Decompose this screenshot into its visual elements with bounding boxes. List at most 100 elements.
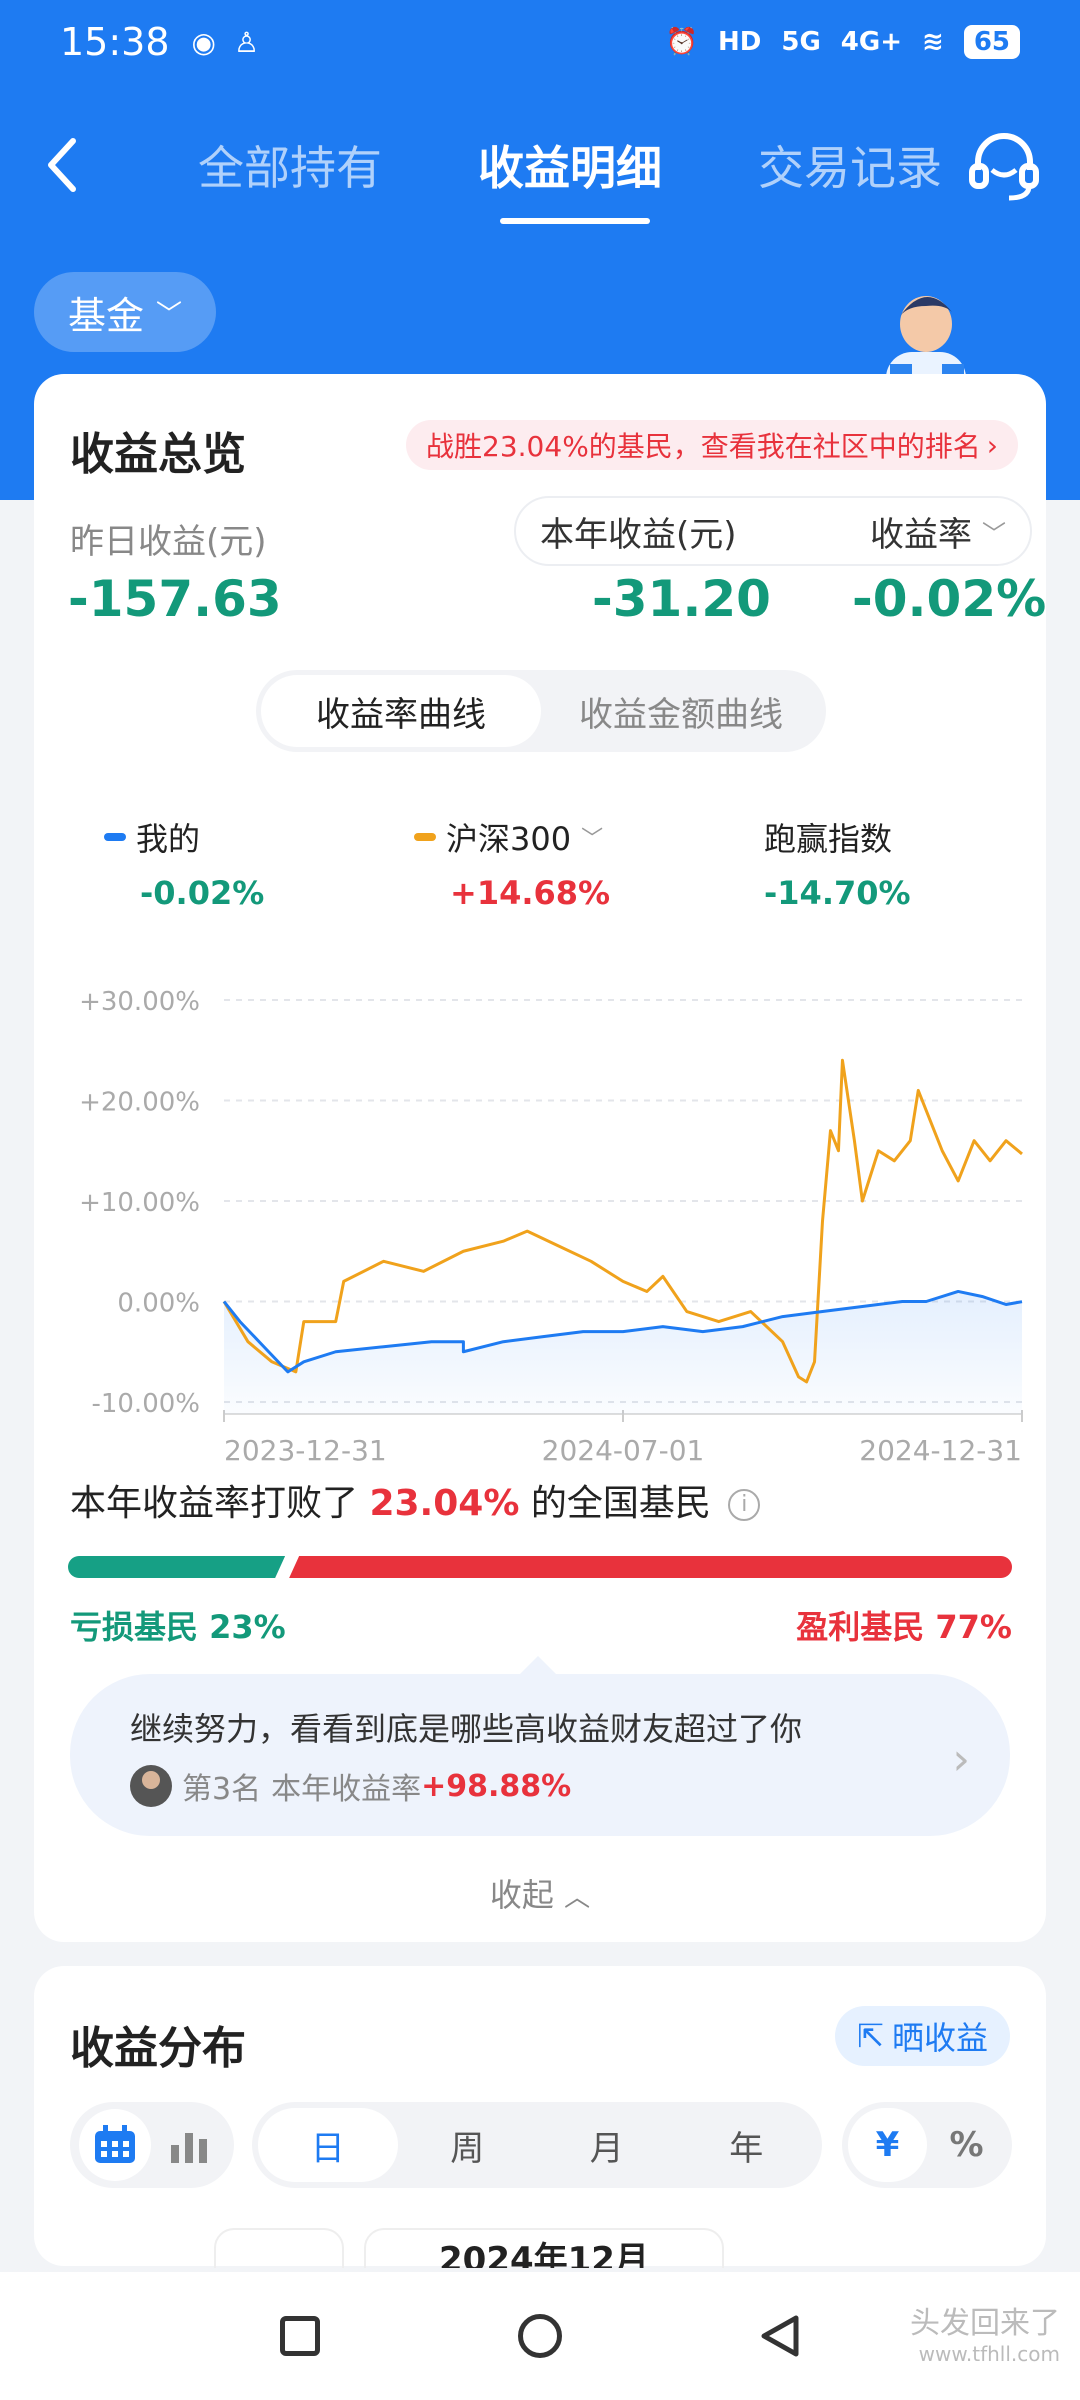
battery-icon: 65 xyxy=(963,25,1020,59)
loss-label: 亏损基民 23% xyxy=(70,1608,286,1646)
legend-csi300[interactable]: 沪深300 ﹀ +14.68% xyxy=(414,814,610,912)
legend-label: 我的 xyxy=(136,820,201,858)
win-bar-segment xyxy=(289,1556,1012,1578)
back-triangle-icon[interactable] xyxy=(756,2312,804,2360)
y-tick-label: 0.00% xyxy=(117,1289,200,1319)
earnings-distribution-card: 收益分布 ⇱ 晒收益 日 周 月 年 ¥ % 2024年12月 xyxy=(34,1966,1046,2268)
unit-toggle: ¥ % xyxy=(842,2102,1012,2188)
status-bar: 15:38 ◉ ♙ ⏰ HD 5G 4G+ ≋ 65 xyxy=(0,0,1080,84)
overview-title: 收益总览 xyxy=(70,429,246,480)
leaderboard-promo[interactable]: 继续努力，看看到底是哪些高收益财友超过了你 第3名 本年收益率 +98.88% › xyxy=(70,1656,1010,1836)
y-tick-label: +10.00% xyxy=(79,1188,200,1218)
rate-value: -0.02% xyxy=(852,570,1047,628)
month-selector: 2024年12月 xyxy=(214,2228,774,2268)
year-earnings-value: -31.20 xyxy=(592,570,771,628)
chevron-down-icon: ﹀ xyxy=(156,299,183,330)
home-icon[interactable] xyxy=(518,2314,562,2358)
collapse-button[interactable]: 收起 ︿ xyxy=(34,1870,1046,1916)
promo-rank: 第3名 xyxy=(182,1772,262,1807)
legend-value: -0.02% xyxy=(140,874,265,912)
fund-filter-dropdown[interactable]: 基金 ﹀ xyxy=(34,272,217,352)
legend-label: 沪深300 xyxy=(446,820,572,858)
beat-prefix: 本年收益率打败了 xyxy=(70,1483,370,1524)
rank-text: 战胜23.04%的基民，查看我在社区中的排名 xyxy=(426,430,981,463)
calendar-view-button[interactable] xyxy=(79,2109,151,2181)
beat-percent: 23.04% xyxy=(369,1483,520,1524)
tab-transactions[interactable]: 交易记录 xyxy=(758,141,942,195)
loss-bar-segment xyxy=(68,1556,285,1578)
bar-chart-icon xyxy=(171,2133,207,2163)
tab-amount-curve[interactable]: 收益金额曲线 xyxy=(579,694,783,735)
tab-all-holdings[interactable]: 全部持有 xyxy=(198,141,382,195)
legend-value: -14.70% xyxy=(764,874,911,912)
chevron-right-icon: › xyxy=(952,1734,970,1785)
curve-type-toggle: 收益率曲线 收益金额曲线 xyxy=(256,670,826,752)
period-toggle: 日 周 月 年 xyxy=(252,2102,822,2188)
series-area-mine xyxy=(224,1291,1022,1414)
x-tick-label: 2023-12-31 xyxy=(224,1434,387,1467)
avatar xyxy=(130,1765,172,1807)
fund-filter-label: 基金 xyxy=(68,293,145,338)
period-year[interactable]: 年 xyxy=(729,2128,764,2169)
distribution-title: 收益分布 xyxy=(70,2023,246,2074)
promo-text: 继续努力，看看到底是哪些高收益财友超过了你 xyxy=(130,1710,803,1748)
month-value[interactable]: 2024年12月 xyxy=(364,2228,724,2268)
unit-amount[interactable]: ¥ xyxy=(848,2108,927,2182)
community-rank-link[interactable]: 战胜23.04%的基民，查看我在社区中的排名 › xyxy=(406,420,1018,470)
customer-service-icon[interactable] xyxy=(964,126,1044,206)
earnings-overview-card: 收益总览 战胜23.04%的基民，查看我在社区中的排名 › 昨日收益(元) -1… xyxy=(34,374,1046,1942)
promo-rate-value: +98.88% xyxy=(421,1768,572,1804)
status-time: 15:38 xyxy=(60,20,170,64)
bar-chart-view-button[interactable] xyxy=(153,2109,225,2181)
period-week[interactable]: 周 xyxy=(450,2128,485,2169)
watermark: 头发回来了 www.tfhll.com xyxy=(910,2298,1060,2366)
watermark-url: www.tfhll.com xyxy=(918,2342,1060,2366)
system-navigation-bar: 头发回来了 www.tfhll.com xyxy=(0,2272,1080,2400)
prev-month-button[interactable] xyxy=(214,2228,344,2268)
legend-value: +14.68% xyxy=(450,874,611,912)
x-tick-label: 2024-07-01 xyxy=(542,1434,705,1467)
chevron-up-icon: ︿ xyxy=(564,1883,591,1913)
y-tick-label: -10.00% xyxy=(91,1389,200,1419)
yesterday-earnings-label: 昨日收益(元) xyxy=(70,522,267,562)
beat-suffix: 的全国基民 xyxy=(519,1483,711,1524)
legend-outperform: 跑赢指数 -14.70% xyxy=(764,814,911,912)
calendar-icon xyxy=(95,2125,135,2163)
unit-percent[interactable]: % xyxy=(949,2125,984,2165)
win-label: 盈利基民 77% xyxy=(796,1608,1012,1646)
earnings-rate-chart: +30.00% +20.00% +10.00% 0.00% -10.00% 2023-12… xyxy=(79,987,1023,1467)
legend-swatch xyxy=(104,833,126,841)
hd-icon: HD xyxy=(718,27,762,57)
yesterday-earnings-value: -157.63 xyxy=(68,570,282,628)
person-icon: ♙ xyxy=(233,25,260,59)
nav-bar: 全部持有 收益明细 交易记录 xyxy=(0,100,1080,230)
chevron-down-icon: ﹀ xyxy=(581,827,604,852)
y-tick-label: +30.00% xyxy=(79,987,200,1017)
legend-label: 跑赢指数 xyxy=(764,820,893,858)
y-tick-label: +20.00% xyxy=(79,1088,200,1118)
notification-icon: ◉ xyxy=(191,25,216,59)
recent-apps-icon[interactable] xyxy=(280,2316,320,2356)
wifi-icon: ≋ xyxy=(922,27,944,57)
back-arrow-icon[interactable] xyxy=(38,130,88,200)
tab-earnings-detail[interactable]: 收益明细 xyxy=(430,100,710,230)
top-tabs: 全部持有 收益明细 交易记录 xyxy=(150,100,990,230)
watermark-text: 头发回来了 xyxy=(910,2306,1060,2341)
x-tick-label: 2024-12-31 xyxy=(859,1434,1022,1467)
collapse-label: 收起 xyxy=(489,1876,554,1914)
series-line-csi300 xyxy=(222,1058,1023,1384)
view-mode-toggle xyxy=(70,2102,234,2188)
tab-rate-curve[interactable]: 收益率曲线 xyxy=(261,675,541,747)
promo-rate-label: 本年收益率 xyxy=(271,1772,422,1807)
period-day[interactable]: 日 xyxy=(258,2108,398,2182)
chevron-down-icon: ﹀ xyxy=(982,519,1006,548)
year-earnings-selector[interactable]: 本年收益(元) 收益率 ﹀ xyxy=(514,496,1032,566)
loss-win-bar xyxy=(68,1556,1012,1578)
legend-swatch xyxy=(414,833,436,841)
period-month[interactable]: 月 xyxy=(589,2128,624,2169)
share-earnings-button[interactable]: ⇱ 晒收益 xyxy=(835,2006,1010,2066)
legend-mine: 我的 -0.02% xyxy=(104,814,264,912)
chevron-right-icon: › xyxy=(986,428,998,462)
rate-label: 收益率 xyxy=(870,514,972,555)
info-icon[interactable]: i xyxy=(728,1489,761,1521)
